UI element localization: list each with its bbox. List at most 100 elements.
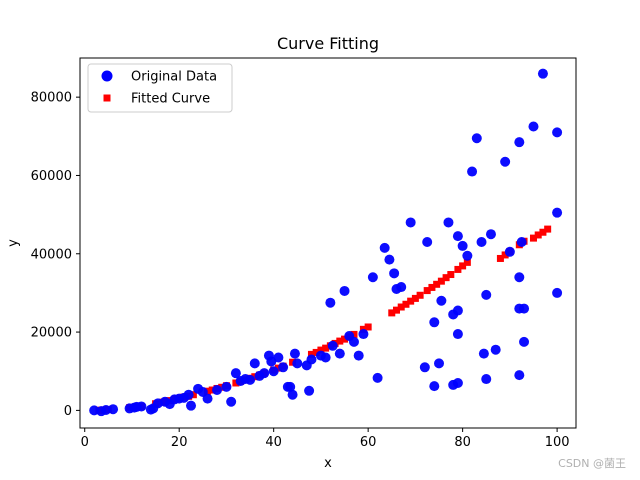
legend-marker-fitted-curve	[103, 94, 111, 102]
original-data-point	[358, 329, 369, 340]
original-data-point	[108, 404, 119, 415]
original-data-point	[245, 374, 256, 385]
original-data-point	[467, 166, 478, 177]
x-tick-label: 0	[81, 435, 89, 450]
fitted-curve-point	[459, 262, 467, 270]
fitted-curve-point	[322, 344, 330, 352]
fitted-curve-point	[232, 379, 240, 387]
fitted-curve-point	[428, 283, 436, 291]
fitted-curve-point	[442, 274, 450, 282]
original-data-point	[292, 358, 303, 369]
fitted-curve-point	[539, 228, 547, 236]
original-data-point	[422, 237, 433, 248]
original-data-point	[429, 317, 440, 328]
fitted-curve-point	[534, 231, 542, 239]
y-axis-label: y	[6, 239, 21, 247]
legend-label-original-data: Original Data	[131, 70, 217, 85]
y-tick-label: 0	[64, 404, 72, 419]
original-data-point	[304, 385, 315, 396]
original-data-point	[202, 393, 213, 404]
x-tick-label: 40	[265, 435, 282, 450]
fitted-curve-point	[454, 265, 462, 273]
original-data-point	[452, 305, 463, 316]
legend-marker-original-data	[101, 70, 113, 82]
original-data-point	[462, 250, 473, 261]
original-data-point	[519, 336, 530, 347]
original-data-point	[471, 133, 482, 144]
fitted-curve-series	[95, 225, 552, 414]
y-tick-label: 80000	[31, 91, 72, 106]
fitted-curve-point	[496, 254, 504, 262]
fitted-curve-point	[336, 337, 344, 345]
original-data-point	[348, 336, 359, 347]
original-data-point	[514, 370, 525, 381]
legend-label-fitted-curve: Fitted Curve	[131, 92, 210, 107]
original-data-point	[278, 362, 289, 373]
original-data-point	[320, 352, 331, 363]
y-tick-label: 40000	[31, 247, 72, 262]
original-data-point	[325, 297, 336, 308]
x-tick-label: 100	[545, 435, 570, 450]
fitted-curve-point	[397, 303, 405, 311]
original-data-point	[528, 121, 539, 132]
original-data-point	[273, 352, 284, 363]
fitted-curve-point	[437, 277, 445, 285]
original-data-point	[136, 401, 147, 412]
original-data-point	[289, 348, 300, 359]
original-data-point	[389, 268, 400, 279]
original-data-point	[504, 246, 515, 257]
legend-box	[87, 63, 233, 113]
chart-title: Curve Fitting	[277, 34, 379, 53]
original-data-point	[327, 340, 338, 351]
y-tick-label: 60000	[31, 169, 72, 184]
original-data-point	[552, 287, 563, 298]
original-data-point	[384, 254, 395, 265]
original-data-point	[452, 329, 463, 340]
fitted-curve-point	[433, 280, 441, 288]
fitted-curve-point	[463, 258, 471, 266]
fitted-curve-point	[312, 348, 320, 356]
original-data-point	[353, 350, 364, 361]
original-data-point	[259, 368, 270, 379]
original-data-point	[183, 389, 194, 400]
x-tick-label: 20	[171, 435, 188, 450]
original-data-point	[552, 127, 563, 138]
original-data-point	[306, 354, 317, 365]
original-data-point	[249, 358, 260, 369]
original-data-point	[429, 381, 440, 392]
x-axis-ticks: 0 20 40 60 80 100	[81, 428, 570, 450]
fitted-curve-point	[416, 291, 424, 299]
fitted-curve-point	[307, 350, 315, 358]
fitted-curve-point	[447, 271, 455, 279]
original-data-point	[500, 156, 511, 167]
original-data-point	[211, 385, 222, 396]
original-data-point	[287, 389, 298, 400]
original-data-point	[452, 377, 463, 388]
x-tick-label: 80	[454, 435, 471, 450]
original-data-point	[481, 289, 492, 300]
fitted-curve-point	[392, 306, 400, 314]
original-data-point	[396, 282, 407, 293]
original-data-point	[485, 229, 496, 240]
y-axis-ticks: 0 20000 40000 60000 80000	[31, 91, 80, 419]
fitted-curve-point	[402, 300, 410, 308]
original-data-point	[419, 362, 430, 373]
original-data-point	[186, 400, 197, 411]
original-data-point	[285, 381, 296, 392]
original-data-point	[226, 396, 237, 407]
original-data-point	[478, 348, 489, 359]
original-data-point	[230, 368, 241, 379]
original-data-point	[481, 374, 492, 385]
original-data-point	[405, 217, 416, 228]
fitted-curve-point	[364, 323, 372, 331]
original-data-series	[89, 68, 563, 417]
fitted-curve-point	[388, 309, 396, 317]
original-data-point	[516, 237, 527, 248]
original-data-point	[221, 381, 232, 392]
original-data-point	[339, 285, 350, 296]
fitted-curve-point	[411, 294, 419, 302]
original-data-point	[514, 272, 525, 283]
original-data-point	[268, 366, 279, 377]
plot-area-frame	[79, 57, 577, 429]
